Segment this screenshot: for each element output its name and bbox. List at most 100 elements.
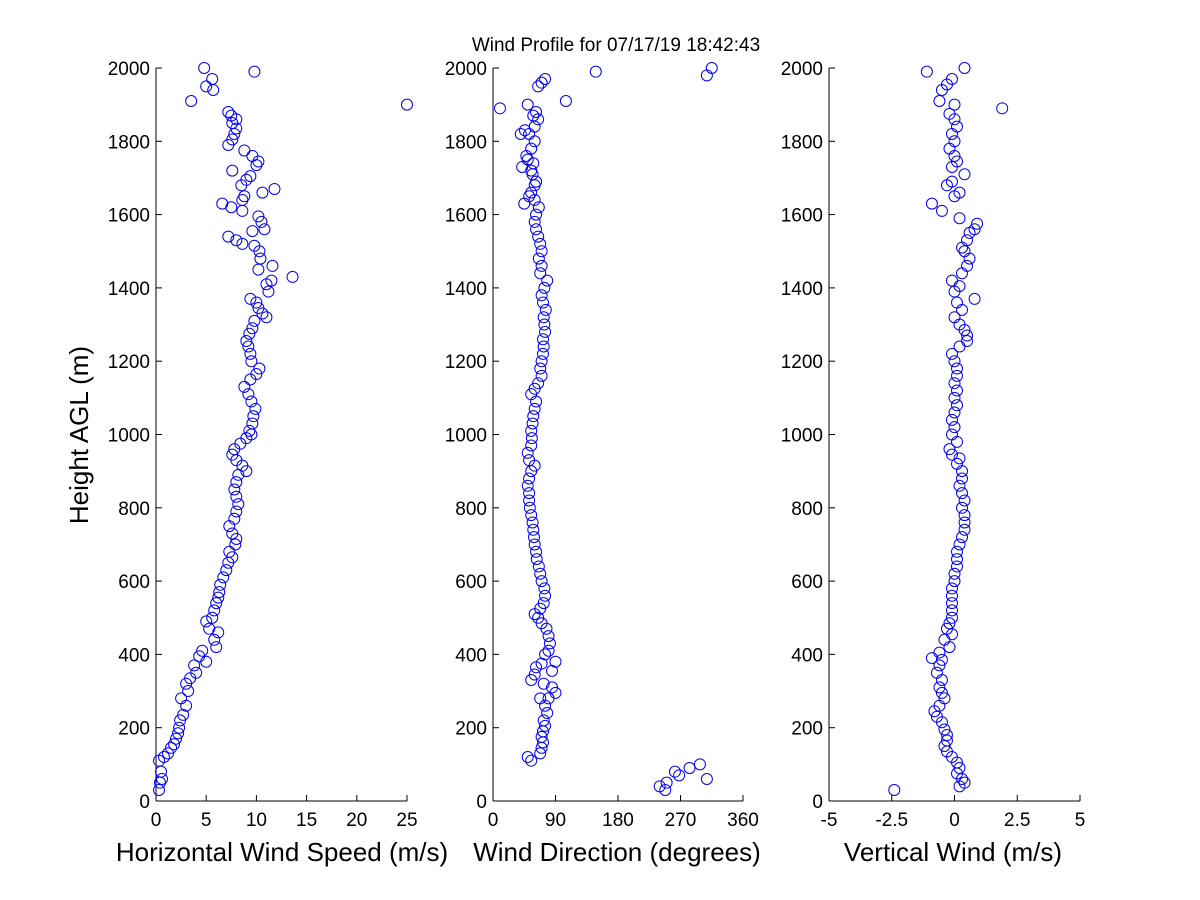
y-tick-label: 2000 [445, 59, 487, 80]
data-point [938, 692, 951, 705]
data-point [951, 545, 964, 558]
data-point [526, 516, 539, 529]
data-point [245, 355, 258, 368]
data-point [535, 369, 548, 382]
data-point [175, 692, 188, 705]
data-point [193, 650, 206, 663]
y-tick-label: 1600 [108, 206, 150, 227]
data-point [958, 168, 971, 181]
data-point [532, 560, 545, 573]
data-point [527, 531, 540, 544]
x-axis-label: Vertical Wind (m/s) [844, 837, 1062, 867]
data-point [943, 107, 956, 120]
data-point [232, 498, 245, 511]
data-point [537, 714, 550, 727]
data-point [228, 512, 241, 525]
data-point [286, 270, 299, 283]
data-point [933, 646, 946, 659]
data-point [958, 523, 971, 536]
data-point [559, 94, 572, 107]
data-point [530, 105, 543, 118]
data-point [255, 215, 268, 228]
data-point [203, 622, 216, 635]
data-point [534, 692, 547, 705]
data-point [528, 402, 541, 415]
data-point [523, 494, 536, 507]
data-point [185, 94, 198, 107]
y-tick-label: 0 [812, 792, 823, 813]
data-point [888, 784, 901, 797]
x-tick-label: 90 [545, 810, 566, 831]
data-point [523, 501, 536, 514]
data-point [268, 182, 281, 195]
y-tick-label: 1800 [781, 132, 823, 153]
data-point [158, 751, 171, 764]
data-point [537, 296, 549, 309]
x-tick-label: 10 [246, 810, 267, 831]
data-point [953, 452, 966, 465]
data-point [530, 545, 543, 558]
data-point [930, 666, 943, 679]
data-point [535, 259, 548, 272]
data-point [537, 677, 550, 690]
data-point [532, 201, 545, 214]
data-point [530, 223, 543, 236]
data-point [521, 751, 534, 764]
x-tick-label: 270 [665, 810, 697, 831]
x-tick-label: 180 [602, 810, 634, 831]
data-point [589, 65, 602, 78]
x-tick-label: 5 [201, 810, 212, 831]
data-point [162, 747, 175, 760]
data-point [525, 754, 538, 767]
data-point [525, 439, 538, 452]
data-point [951, 399, 964, 412]
data-point [542, 644, 555, 657]
x-axis-label: Horizontal Wind Speed (m/s) [116, 837, 448, 867]
data-point [943, 617, 956, 630]
data-point [961, 329, 974, 342]
data-point [222, 105, 235, 118]
data-point [535, 730, 548, 743]
data-point [252, 302, 265, 315]
data-point [200, 80, 213, 93]
data-point [528, 668, 541, 681]
y-tick-label: 600 [455, 572, 487, 593]
y-tick-label: 800 [118, 499, 150, 520]
y-tick-label: 1000 [445, 426, 487, 447]
data-point [940, 734, 953, 747]
data-point [948, 355, 961, 368]
data-point [242, 388, 255, 401]
y-tick-label: 600 [118, 572, 150, 593]
data-point [948, 391, 961, 404]
data-point [225, 109, 238, 122]
data-point [217, 571, 230, 584]
data-point [538, 281, 551, 294]
data-point [541, 274, 554, 287]
data-point [534, 267, 547, 280]
data-point [538, 582, 551, 595]
data-point [660, 776, 673, 789]
data-point [534, 237, 547, 250]
data-point [156, 773, 169, 786]
data-point [542, 630, 555, 643]
data-point [226, 164, 239, 177]
data-point [945, 589, 958, 602]
data-point [958, 62, 971, 74]
data-point [951, 155, 964, 168]
y-tick-label: 800 [455, 499, 487, 520]
x-tick-label: -2.5 [875, 810, 908, 831]
data-point [958, 494, 971, 507]
y-tick-label: 1200 [108, 352, 150, 373]
data-point [527, 109, 540, 122]
data-point [516, 160, 529, 173]
y-tick-label: 2000 [108, 59, 150, 80]
data-point [938, 723, 951, 736]
data-point [210, 597, 223, 610]
data-point [961, 259, 974, 272]
data-point [537, 597, 550, 610]
y-tick-label: 1200 [445, 352, 487, 373]
data-point [958, 776, 971, 789]
data-point [230, 234, 243, 247]
data-point [537, 340, 550, 353]
y-tick-label: 200 [118, 719, 150, 740]
